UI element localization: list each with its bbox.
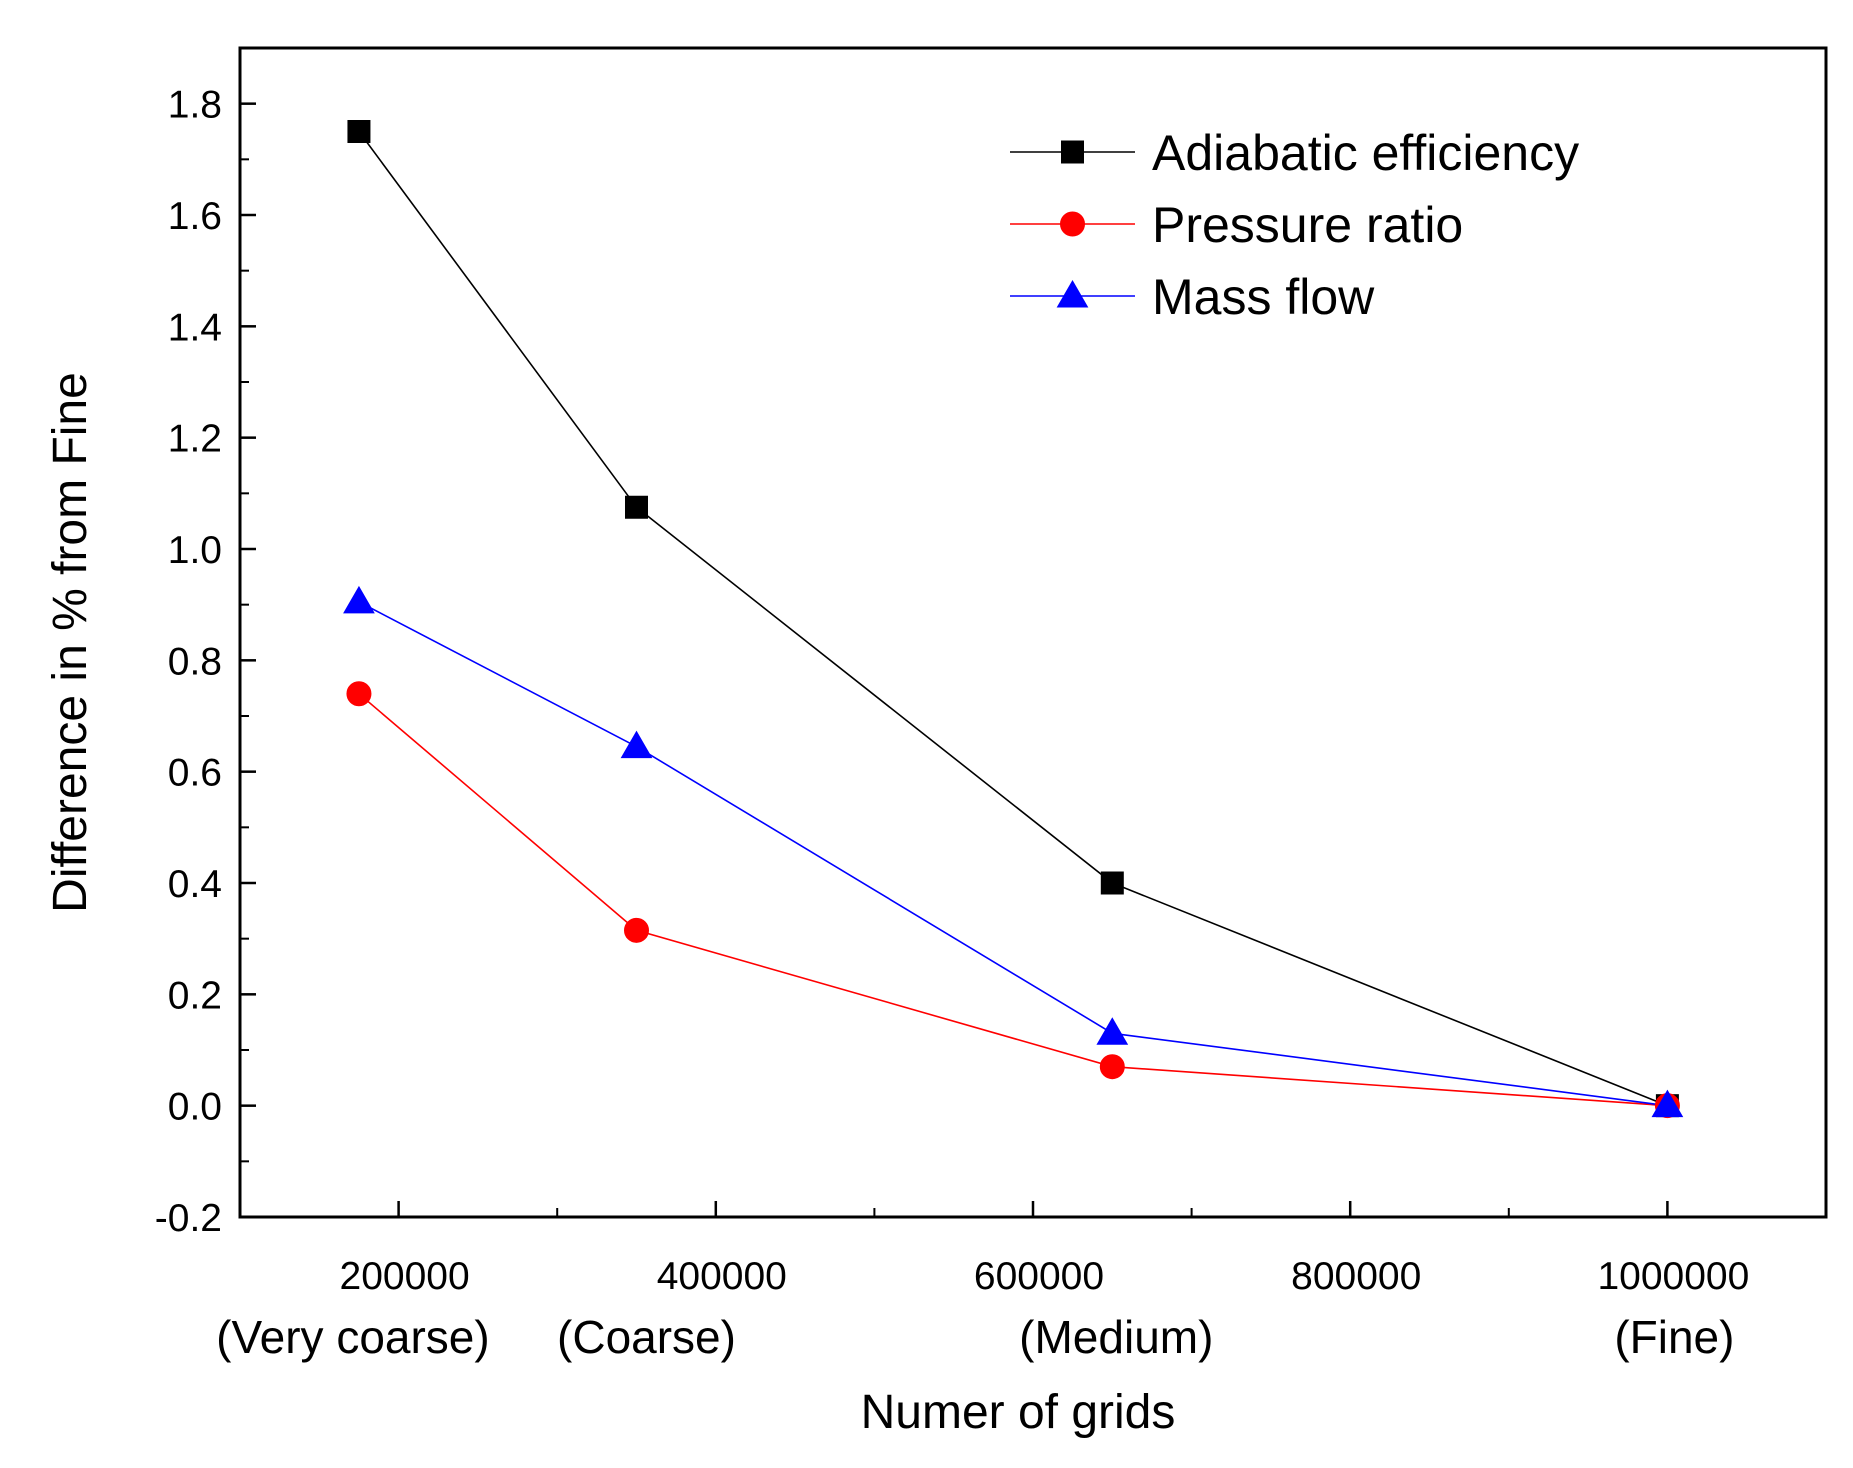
y-tick-label: 1.6 — [168, 195, 222, 238]
data-point-adiabatic-efficiency — [1100, 871, 1124, 895]
y-tick-label: 0.2 — [168, 974, 222, 1017]
x-category-label: (Coarse) — [557, 1311, 736, 1363]
x-category-label: (Medium) — [1019, 1311, 1213, 1363]
series-line-mass-flow — [358, 601, 1668, 1107]
legend-marker-adiabatic-efficiency — [1061, 140, 1084, 164]
legend-label-mass-flow: Mass flow — [1152, 269, 1375, 325]
y-tick-label: 1.8 — [168, 84, 222, 127]
x-tick-label: 800000 — [1291, 1255, 1421, 1298]
x-category-label: (Fine) — [1614, 1311, 1734, 1363]
y-axis-title: Difference in % from Fine — [44, 372, 97, 913]
data-point-adiabatic-efficiency — [347, 120, 371, 143]
legend-marker-mass-flow — [1056, 279, 1089, 308]
data-point-mass-flow — [1651, 1089, 1684, 1118]
x-axis-title: Numer of grids — [861, 1386, 1176, 1439]
data-point-pressure-ratio — [624, 917, 649, 943]
x-tick-label: 1000000 — [1597, 1255, 1749, 1298]
y-tick-label: 0.4 — [168, 863, 222, 906]
data-point-adiabatic-efficiency — [625, 495, 648, 519]
legend-label-adiabatic-efficiency: Adiabatic efficiency — [1152, 125, 1579, 181]
data-point-pressure-ratio — [346, 681, 372, 707]
x-category-label: (Very coarse) — [216, 1311, 490, 1363]
y-tick-label: -0.2 — [155, 1197, 222, 1240]
y-tick-label: 0.0 — [168, 1086, 222, 1129]
x-tick-label: 600000 — [974, 1255, 1104, 1298]
y-tick-label: 0.8 — [168, 640, 222, 683]
data-point-pressure-ratio — [1099, 1054, 1125, 1080]
x-tick-label: 200000 — [340, 1255, 470, 1298]
y-tick-label: 1.0 — [168, 529, 222, 572]
series-line-adiabatic-efficiency — [358, 131, 1668, 1107]
data-point-mass-flow — [343, 585, 375, 614]
legend-marker-pressure-ratio — [1060, 211, 1085, 237]
series-line-pressure-ratio — [358, 693, 1668, 1107]
data-point-mass-flow — [1096, 1017, 1129, 1045]
y-tick-label: 1.4 — [168, 306, 222, 349]
y-tick-label: 1.2 — [168, 418, 222, 461]
x-tick-label: 400000 — [657, 1255, 787, 1298]
legend-label-pressure-ratio: Pressure ratio — [1152, 197, 1463, 253]
y-tick-label: 0.6 — [168, 752, 222, 795]
data-point-mass-flow — [620, 730, 653, 759]
